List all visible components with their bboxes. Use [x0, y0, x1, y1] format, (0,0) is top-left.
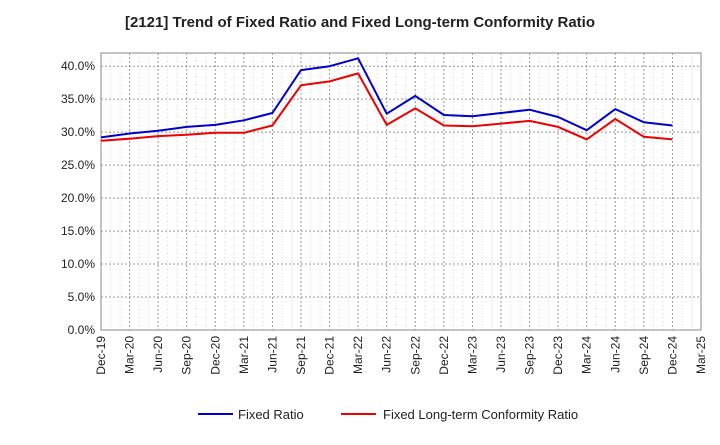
x-tick-label: Dec-19	[94, 336, 108, 375]
x-tick-label: Jun-22	[380, 336, 394, 373]
x-tick-label: Sep-20	[180, 336, 194, 375]
series-line-fixed-ratio	[100, 57, 673, 139]
x-tick-label: Jun-21	[265, 336, 279, 373]
x-tick-label: Mar-24	[580, 336, 594, 374]
y-tick-label: 20.0%	[61, 191, 95, 205]
series-line-fixed-long-term-conformity-ratio	[100, 72, 673, 142]
x-tick-label: Jun-20	[151, 336, 165, 373]
x-tick-label: Mar-25	[694, 336, 708, 374]
x-tick-label: Dec-24	[665, 336, 679, 375]
y-tick-label: 15.0%	[61, 224, 95, 238]
y-tick-label: 5.0%	[68, 290, 96, 304]
x-tick-label: Mar-21	[237, 336, 251, 374]
x-tick-label: Sep-23	[523, 336, 537, 375]
y-tick-label: 40.0%	[61, 59, 95, 73]
x-tick-label: Mar-23	[465, 336, 479, 374]
plot-frame	[100, 52, 702, 331]
y-tick-label: 0.0%	[68, 323, 96, 337]
x-tick-label: Sep-22	[408, 336, 422, 375]
x-tick-label: Dec-21	[323, 336, 337, 375]
x-tick-label: Dec-20	[208, 336, 222, 375]
x-tick-label: Jun-24	[608, 336, 622, 373]
y-tick-label: 30.0%	[61, 125, 95, 139]
y-tick-label: 25.0%	[61, 158, 95, 172]
x-tick-label: Dec-23	[551, 336, 565, 375]
legend-label: Fixed Long-term Conformity Ratio	[383, 407, 578, 422]
x-tick-label: Dec-22	[437, 336, 451, 375]
x-tick-label: Mar-22	[351, 336, 365, 374]
x-tick-label: Sep-24	[637, 336, 651, 375]
y-tick-label: 35.0%	[61, 92, 95, 106]
x-tick-label: Mar-20	[123, 336, 137, 374]
legend-label: Fixed Ratio	[238, 407, 304, 422]
x-tick-label: Jun-23	[494, 336, 508, 373]
chart-title: [2121] Trend of Fixed Ratio and Fixed Lo…	[124, 14, 596, 31]
x-tick-label: Sep-21	[294, 336, 308, 375]
y-tick-label: 10.0%	[61, 257, 95, 271]
